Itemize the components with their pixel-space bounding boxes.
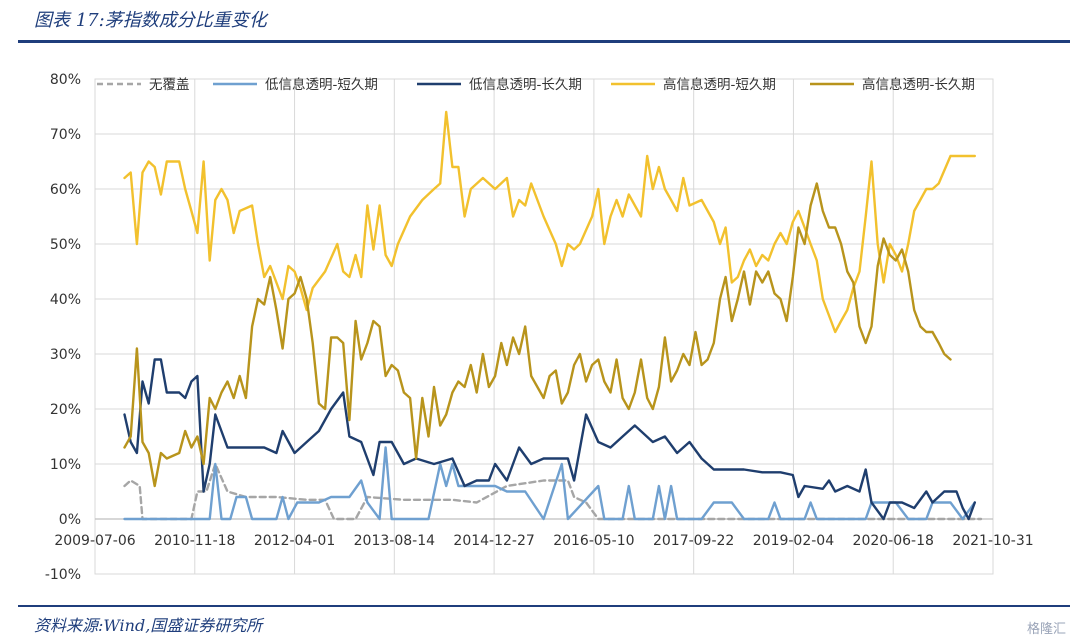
legend: 无覆盖 低信息透明-短久期 低信息透明-长久期 高信息透明-短久期 高信息透明-长久期	[97, 76, 975, 93]
x-tick-label: 2010-11-18	[154, 533, 235, 549]
series-line-4	[123, 182, 952, 488]
x-tick-label: 2021-10-31	[952, 533, 1033, 549]
y-tick-label: 70%	[50, 127, 81, 143]
figure-title: 图表 17:茅指数成分比重变化	[34, 10, 267, 31]
series-layer	[123, 110, 983, 521]
y-tick-label: 40%	[50, 292, 81, 308]
series-line-3	[123, 110, 976, 334]
y-tick-label: 80%	[50, 72, 81, 88]
bottom-rule	[18, 605, 1070, 607]
y-tick-label: 0%	[59, 512, 81, 528]
y-tick-label: 30%	[50, 347, 81, 363]
series-line-2	[123, 358, 976, 521]
x-tick-label: 2017-09-22	[653, 533, 734, 549]
legend-label-3: 高信息透明-短久期	[663, 76, 776, 93]
legend-label-1: 低信息透明-短久期	[265, 76, 378, 93]
grid-layer	[94, 78, 994, 575]
legend-label-2: 低信息透明-长久期	[469, 76, 582, 93]
x-tick-label: 2020-06-18	[853, 533, 934, 549]
x-tick-label: 2014-12-27	[453, 533, 534, 549]
legend-label-4: 高信息透明-长久期	[862, 76, 975, 93]
legend-label-0: 无覆盖	[149, 77, 190, 93]
x-tick-label: 2016-05-10	[553, 533, 634, 549]
y-tick-label: 60%	[50, 182, 81, 198]
x-tick-label: 2013-08-14	[354, 533, 435, 549]
watermark: 格隆汇	[1026, 622, 1066, 637]
series-line-1	[123, 446, 976, 521]
axis-layer: 80% 70% 60% 50% 40% 30% 20% 10% 0% -10% 2009-07-06…	[45, 72, 1034, 583]
x-tick-label: 2019-02-04	[753, 533, 834, 549]
y-tick-label: -10%	[45, 567, 81, 583]
source-note: 资料来源:Wind,国盛证券研究所	[34, 616, 263, 635]
top-rule	[18, 40, 1070, 43]
x-tick-label: 2009-07-06	[54, 533, 135, 549]
y-tick-label: 50%	[50, 237, 81, 253]
y-tick-label: 10%	[50, 457, 81, 473]
y-tick-label: 20%	[50, 402, 81, 418]
x-tick-label: 2012-04-01	[254, 533, 335, 549]
